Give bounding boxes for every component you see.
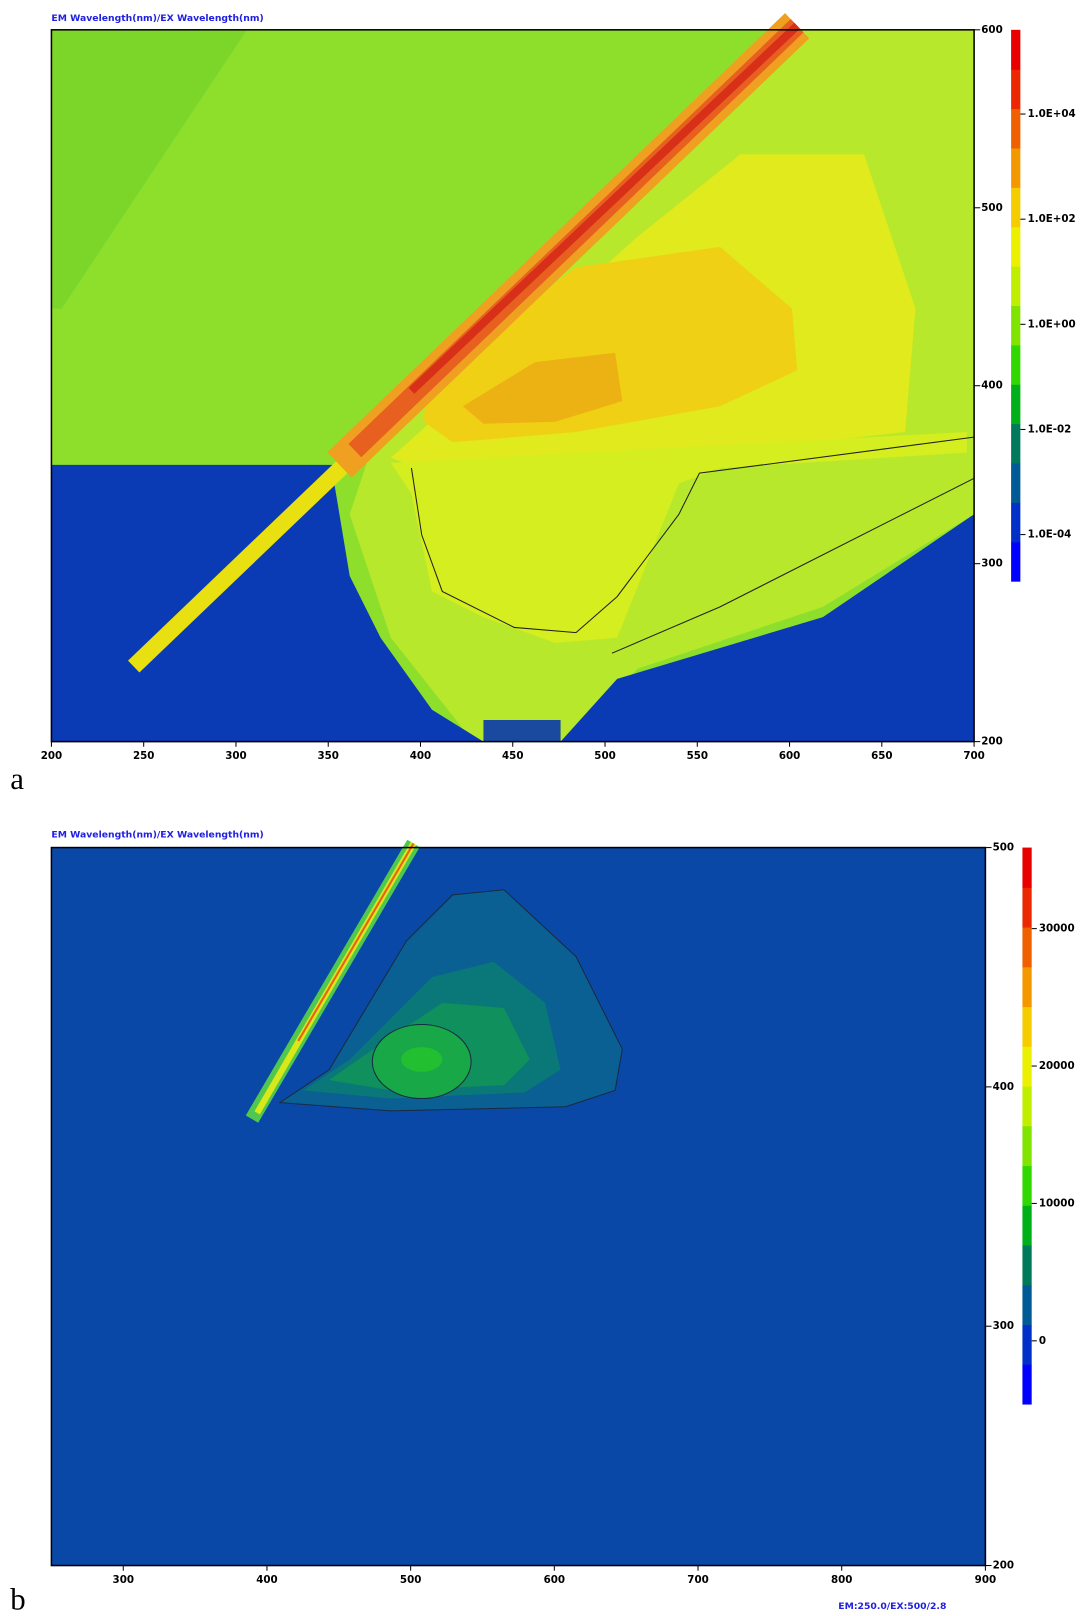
x-tick-label: 650 (871, 750, 892, 762)
x-tick-label: 550 (687, 750, 708, 762)
colorbar-band (1022, 1245, 1032, 1286)
x-tick-label: 300 (225, 750, 246, 762)
colorbar-tick-label: 30000 (1039, 923, 1075, 935)
x-tick-label: 700 (687, 1574, 708, 1586)
colorbar-tick-label: 1.0E+02 (1028, 213, 1076, 225)
x-tick-label: 500 (594, 750, 615, 762)
colorbar-band (1022, 966, 1032, 1008)
colorbar-tick-label: 1.0E-02 (1028, 423, 1072, 435)
colorbar-tick-label: 1.0E-04 (1028, 529, 1072, 541)
colorbar-band (1011, 226, 1021, 267)
panel-label: a (10, 762, 24, 796)
y-tick-label: 500 (981, 202, 1002, 214)
colorbar-band (1011, 305, 1021, 346)
status-text: EM:250.0/EX:500/2.8 (838, 1601, 946, 1612)
colorbar-band (1022, 927, 1032, 968)
x-tick-label: 600 (544, 1574, 565, 1586)
colorbar-band (1011, 266, 1021, 307)
y-tick-label: 600 (981, 24, 1002, 36)
x-tick-label: 350 (318, 750, 339, 762)
panel-label: b (10, 1583, 25, 1616)
x-tick-label: 200 (41, 750, 62, 762)
y-tick-label: 300 (981, 558, 1002, 570)
colorbar-band (1022, 847, 1032, 888)
colorbar-band (1022, 1205, 1032, 1246)
x-tick-label: 900 (975, 1574, 996, 1586)
contour-fill (51, 839, 986, 1566)
chart-title: EM Wavelength(nm)/EX Wavelength(nm) (51, 13, 263, 24)
colorbar-tick-label: 20000 (1039, 1060, 1075, 1072)
colorbar-band (1011, 147, 1021, 188)
colorbar-band (1011, 384, 1021, 425)
colorbar-band (1011, 29, 1021, 70)
x-tick-label: 500 (400, 1574, 421, 1586)
x-tick-label: 400 (256, 1574, 277, 1586)
y-tick-label: 500 (993, 842, 1014, 854)
colorbar-band (1011, 423, 1021, 464)
x-tick-label: 300 (113, 1574, 134, 1586)
y-tick-label: 200 (993, 1560, 1014, 1572)
y-tick-label: 300 (993, 1320, 1014, 1332)
colorbar-tick-label: 1.0E+04 (1028, 108, 1076, 120)
x-tick-label: 800 (831, 1574, 852, 1586)
x-tick-label: 250 (133, 750, 154, 762)
x-tick-label: 400 (410, 750, 431, 762)
colorbar-band (1011, 344, 1021, 385)
plot-frame (50, 846, 987, 1567)
colorbar-tick-label: 10000 (1039, 1197, 1075, 1209)
colorbar-band (1022, 887, 1032, 928)
y-tick-label: 400 (993, 1081, 1014, 1093)
colorbar-band (1022, 1165, 1032, 1206)
colorbar-band (1022, 1006, 1032, 1047)
contour-fill (51, 13, 975, 742)
colorbar-band (1022, 1086, 1032, 1127)
x-tick-label: 700 (963, 750, 984, 762)
colorbar-band (1022, 1324, 1032, 1365)
colorbar-tick-label: 0 (1039, 1335, 1046, 1347)
y-tick-label: 400 (981, 380, 1002, 392)
colorbar-band (1022, 1125, 1032, 1167)
colorbar-band (1022, 1046, 1032, 1087)
y-tick-label: 200 (981, 736, 1002, 748)
colorbar-band (1011, 463, 1021, 503)
colorbar-band (1011, 187, 1021, 228)
x-tick-label: 450 (502, 750, 523, 762)
colorbar-band (1011, 108, 1021, 149)
x-tick-label: 600 (779, 750, 800, 762)
colorbar-band (1022, 1364, 1032, 1405)
colorbar-band (1011, 69, 1021, 110)
colorbar-band (1022, 1284, 1032, 1326)
colorbar-tick-label: 1.0E+00 (1028, 318, 1076, 330)
colorbar-band (1011, 541, 1021, 582)
chart-title: EM Wavelength(nm)/EX Wavelength(nm) (51, 830, 263, 841)
colorbar-band (1011, 502, 1021, 543)
